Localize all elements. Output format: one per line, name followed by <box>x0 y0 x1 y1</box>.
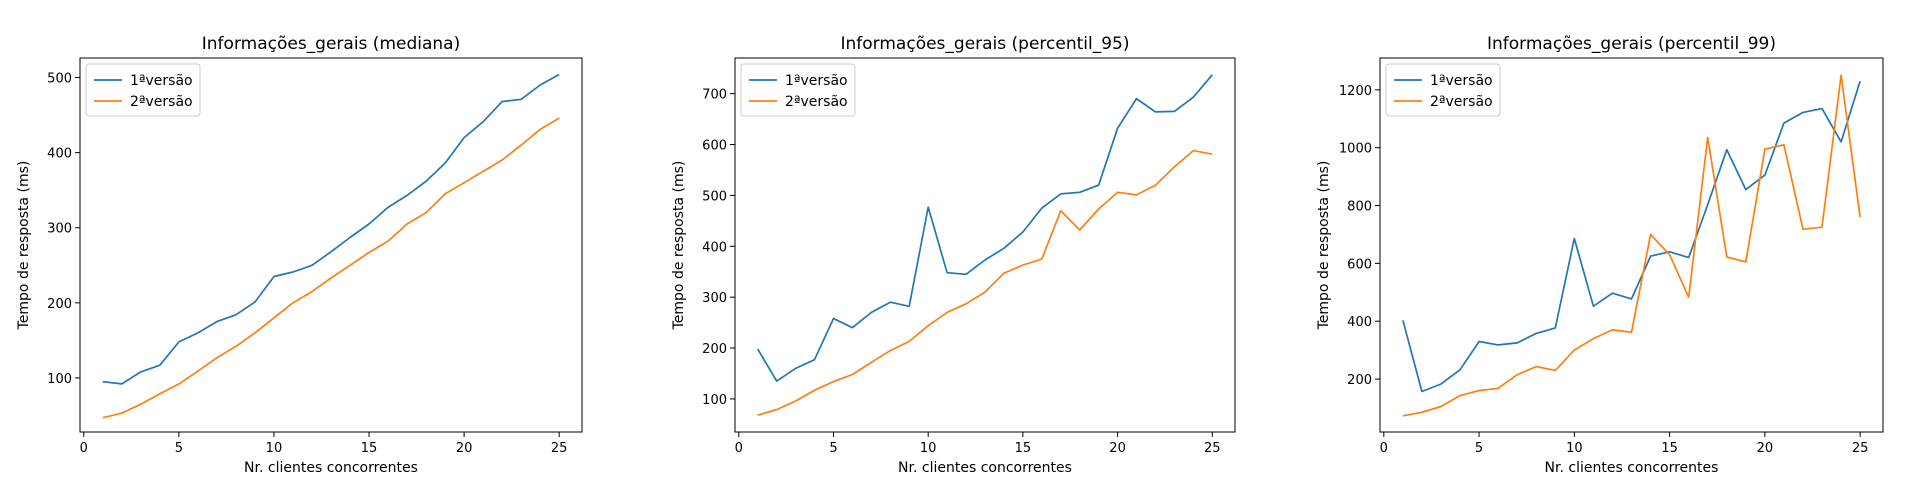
chart-panel-3: Informações_gerais (percentil_99) 0 5 10 15 2… <box>1316 34 1884 476</box>
legend-label: 2ªversão <box>1430 94 1493 110</box>
legend-label: 1ªversão <box>785 73 848 89</box>
y-tick-label: 1200 <box>1339 84 1372 99</box>
series-line-2 <box>1402 74 1861 417</box>
y-tick-label: 400 <box>1347 315 1372 330</box>
x-tick-label: 5 <box>829 441 837 456</box>
y-tick-label: 400 <box>47 147 72 162</box>
chart-panel-1: Informações_gerais (mediana) 0 5 10 15 20 25 10… <box>16 34 583 476</box>
chart-panel-2: Informações_gerais (percentil_95) 0 5 10 15 2… <box>671 34 1236 476</box>
x-tick-label: 25 <box>1852 441 1869 456</box>
x-tick-label: 15 <box>1661 441 1678 456</box>
y-tick-label: 300 <box>47 222 72 237</box>
legend-box <box>740 63 856 117</box>
x-tick-label: 20 <box>456 441 473 456</box>
y-axis-label: Tempo de resposta (ms) <box>1316 161 1332 331</box>
plot-frame <box>79 57 583 433</box>
x-tick-label: 15 <box>361 441 378 456</box>
legend-label: 1ªversão <box>130 73 193 89</box>
series-line-1 <box>102 73 560 385</box>
x-axis-label: Nr. clientes concorrentes <box>244 460 418 476</box>
x-tick-label: 5 <box>175 441 183 456</box>
y-tick-label: 200 <box>47 297 72 312</box>
chart-title: Informações_gerais (percentil_95) <box>841 34 1130 54</box>
legend-box <box>1385 63 1501 117</box>
chart-title: Informações_gerais (mediana) <box>202 34 460 54</box>
x-tick-label: 5 <box>1475 441 1483 456</box>
plot-frame <box>1379 57 1884 433</box>
legend: 1ªversão 2ªversão <box>85 63 201 117</box>
x-tick-label: 10 <box>1566 441 1583 456</box>
legend: 1ªversão 2ªversão <box>740 63 856 117</box>
x-tick-label: 20 <box>1757 441 1774 456</box>
series-line-2 <box>757 149 1213 417</box>
y-tick-label: 100 <box>702 393 727 408</box>
x-tick-label: 10 <box>920 441 937 456</box>
y-tick-label: 500 <box>702 189 727 204</box>
chart-title: Informações_gerais (percentil_99) <box>1487 34 1776 54</box>
series-line-1 <box>1402 80 1861 393</box>
legend-label: 2ªversão <box>130 94 193 110</box>
y-tick-label: 600 <box>1347 257 1372 272</box>
y-tick-label: 500 <box>47 72 72 87</box>
x-axis-label: Nr. clientes concorrentes <box>1545 460 1719 476</box>
y-tick-label: 600 <box>702 139 727 154</box>
y-tick-label: 700 <box>702 88 727 103</box>
x-tick-label: 15 <box>1015 441 1032 456</box>
legend: 1ªversão 2ªversão <box>1385 63 1501 117</box>
y-tick-label: 400 <box>702 240 727 255</box>
legend-box <box>85 63 201 117</box>
series-line-2 <box>102 117 560 419</box>
legend-label: 2ªversão <box>785 94 848 110</box>
x-tick-label: 10 <box>266 441 283 456</box>
y-tick-label: 200 <box>702 342 727 357</box>
plot-frame <box>734 57 1236 433</box>
series-line-1 <box>756 74 1213 382</box>
x-tick-label: 0 <box>1380 441 1388 456</box>
x-tick-label: 0 <box>735 441 743 456</box>
x-tick-label: 0 <box>80 441 88 456</box>
y-tick-label: 100 <box>47 372 72 387</box>
x-tick-label: 20 <box>1109 441 1126 456</box>
x-tick-label: 25 <box>1204 441 1221 456</box>
y-axis-label: Tempo de resposta (ms) <box>671 161 687 331</box>
x-tick-label: 25 <box>551 441 568 456</box>
y-tick-label: 1000 <box>1339 142 1372 157</box>
y-axis-label: Tempo de resposta (ms) <box>16 161 32 331</box>
y-tick-label: 200 <box>1347 373 1372 388</box>
legend-label: 1ªversão <box>1430 73 1493 89</box>
y-tick-label: 300 <box>702 291 727 306</box>
x-axis-label: Nr. clientes concorrentes <box>898 460 1072 476</box>
y-tick-label: 800 <box>1347 200 1372 215</box>
